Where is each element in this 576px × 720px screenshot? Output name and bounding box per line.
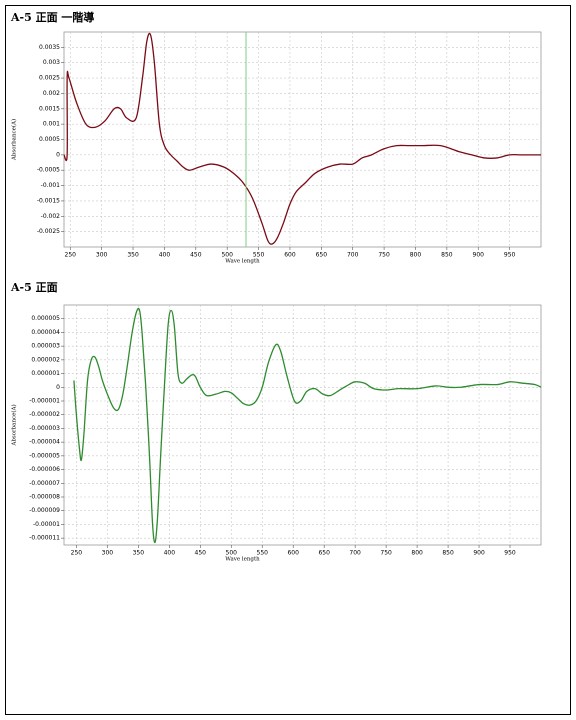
x-tick-label: 250 bbox=[65, 252, 77, 259]
chart: A-5 正面 0.000005 0.000004 0.000003 0.000002 0.… bbox=[10, 281, 542, 563]
x-tick-label: 300 bbox=[102, 550, 114, 557]
data-line bbox=[73, 307, 542, 544]
x-tick-label: 800 bbox=[410, 252, 422, 259]
y-axis-title: Absorbance(A) bbox=[11, 404, 18, 446]
y-tick-label: 0.0025 bbox=[39, 75, 60, 82]
x-tick-label: 400 bbox=[159, 252, 171, 259]
x-tick-label: 500 bbox=[221, 252, 233, 259]
y-tick-label: 0.000005 bbox=[31, 315, 60, 322]
y-axis-title: Absorbance(A) bbox=[11, 119, 18, 161]
x-tick-label: 300 bbox=[96, 252, 108, 259]
y-tick-label: -0.000002 bbox=[29, 411, 60, 418]
y-tick-label: -0.0015 bbox=[37, 197, 60, 204]
y-tick-label: 0.0005 bbox=[39, 136, 60, 143]
x-tick-label: 900 bbox=[473, 550, 485, 557]
y-tick-label: -0.000007 bbox=[29, 480, 60, 487]
x-tick-label: 850 bbox=[441, 252, 453, 259]
page-border bbox=[5, 5, 571, 715]
y-tick-label: 0.002 bbox=[43, 90, 60, 97]
chart-title: A-5 正面 一階導 bbox=[10, 10, 94, 24]
x-tick-label: 250 bbox=[71, 550, 83, 557]
chart-title: A-5 正面 bbox=[10, 281, 58, 294]
x-tick-label: 750 bbox=[380, 550, 392, 557]
data-line bbox=[63, 32, 541, 245]
y-tick-label: -0.002 bbox=[41, 213, 61, 220]
x-tick-label: 700 bbox=[349, 550, 361, 557]
y-tick-label: 0.000003 bbox=[31, 343, 60, 350]
y-tick-label: 0 bbox=[56, 384, 60, 391]
y-tick-label: -0.0005 bbox=[37, 167, 60, 174]
y-tick-label: -0.0025 bbox=[37, 228, 60, 235]
y-tick-label: -0.000011 bbox=[29, 535, 60, 542]
chart: A-5 正面 一階導 0.0035 0.003 0.0025 0.002 0.0015 0.… bbox=[10, 10, 542, 265]
x-tick-label: 900 bbox=[473, 252, 485, 259]
y-tick-label: -0.001 bbox=[41, 182, 61, 189]
x-tick-label: 700 bbox=[347, 252, 359, 259]
x-tick-label: 650 bbox=[316, 252, 328, 259]
x-tick-label: 800 bbox=[411, 550, 423, 557]
y-tick-label: -0.000001 bbox=[29, 398, 60, 405]
y-tick-label: -0.000004 bbox=[29, 439, 60, 446]
x-tick-label: 350 bbox=[133, 550, 145, 557]
x-tick-label: 550 bbox=[253, 252, 265, 259]
y-tick-label: 0.000002 bbox=[31, 356, 60, 363]
x-tick-label: 750 bbox=[378, 252, 390, 259]
x-tick-label: 350 bbox=[127, 252, 139, 259]
y-tick-label: -0.000009 bbox=[29, 507, 60, 514]
x-tick-label: 600 bbox=[287, 550, 299, 557]
y-tick-label: -0.000008 bbox=[29, 494, 60, 501]
y-tick-label: 0.0015 bbox=[39, 105, 60, 112]
y-tick-label: 0.000004 bbox=[31, 329, 60, 336]
x-tick-label: 600 bbox=[284, 252, 296, 259]
x-tick-label: 400 bbox=[164, 550, 176, 557]
y-tick-label: 0.000001 bbox=[31, 370, 60, 377]
x-axis-title: Wave length bbox=[225, 259, 260, 265]
x-tick-label: 550 bbox=[257, 550, 269, 557]
y-tick-label: -0.00001 bbox=[33, 521, 60, 528]
x-tick-label: 450 bbox=[190, 252, 202, 259]
x-tick-label: 500 bbox=[226, 550, 238, 557]
x-tick-label: 450 bbox=[195, 550, 207, 557]
y-tick-label: -0.000003 bbox=[29, 425, 60, 432]
y-tick-label: -0.000005 bbox=[29, 452, 60, 459]
y-tick-label: 0.001 bbox=[43, 121, 60, 128]
x-tick-label: 850 bbox=[442, 550, 454, 557]
x-tick-label: 950 bbox=[504, 550, 516, 557]
plot-area bbox=[63, 304, 542, 546]
x-axis-title: Wave length bbox=[225, 557, 260, 563]
y-tick-label: 0 bbox=[56, 151, 60, 158]
y-tick-label: 0.003 bbox=[43, 59, 60, 66]
x-tick-label: 650 bbox=[318, 550, 330, 557]
y-tick-label: 0.0035 bbox=[39, 44, 60, 51]
y-tick-label: -0.000006 bbox=[29, 466, 60, 473]
x-tick-label: 950 bbox=[504, 252, 516, 259]
